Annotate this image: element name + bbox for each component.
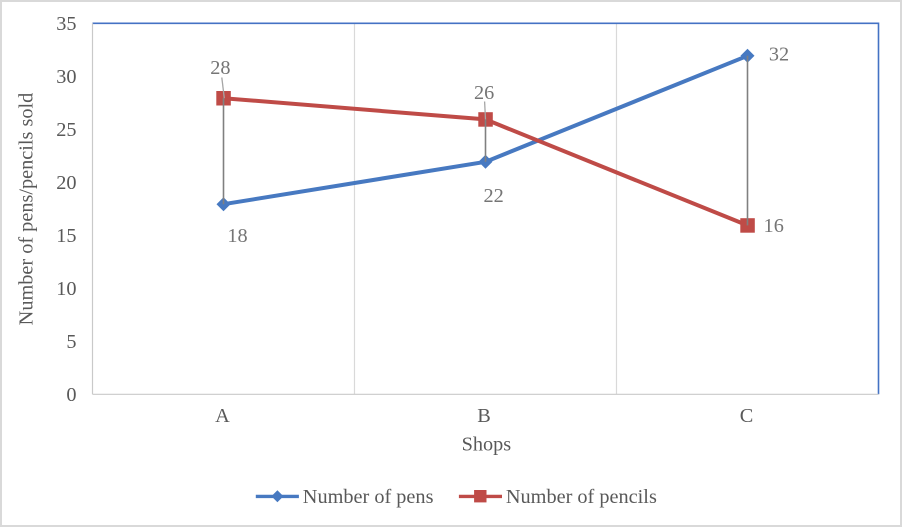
svg-text:16: 16 (764, 215, 784, 237)
svg-text:10: 10 (56, 278, 76, 300)
svg-text:25: 25 (56, 119, 76, 141)
svg-text:5: 5 (66, 331, 76, 353)
svg-text:35: 35 (56, 13, 76, 35)
svg-text:Number of pens: Number of pens (303, 486, 434, 508)
svg-text:20: 20 (56, 172, 76, 194)
svg-text:B: B (477, 405, 491, 427)
svg-text:22: 22 (483, 185, 503, 207)
svg-text:Number of pencils: Number of pencils (506, 486, 657, 508)
svg-text:32: 32 (769, 44, 789, 66)
svg-text:28: 28 (210, 57, 230, 79)
svg-text:0: 0 (66, 384, 76, 406)
svg-text:30: 30 (56, 66, 76, 88)
svg-text:18: 18 (227, 225, 247, 247)
svg-text:A: A (215, 405, 230, 427)
svg-text:Shops: Shops (462, 433, 512, 455)
svg-text:26: 26 (474, 82, 494, 104)
svg-text:C: C (740, 405, 754, 427)
svg-text:Number of pens/pencils sold: Number of pens/pencils sold (16, 93, 38, 326)
svg-text:15: 15 (56, 225, 76, 247)
